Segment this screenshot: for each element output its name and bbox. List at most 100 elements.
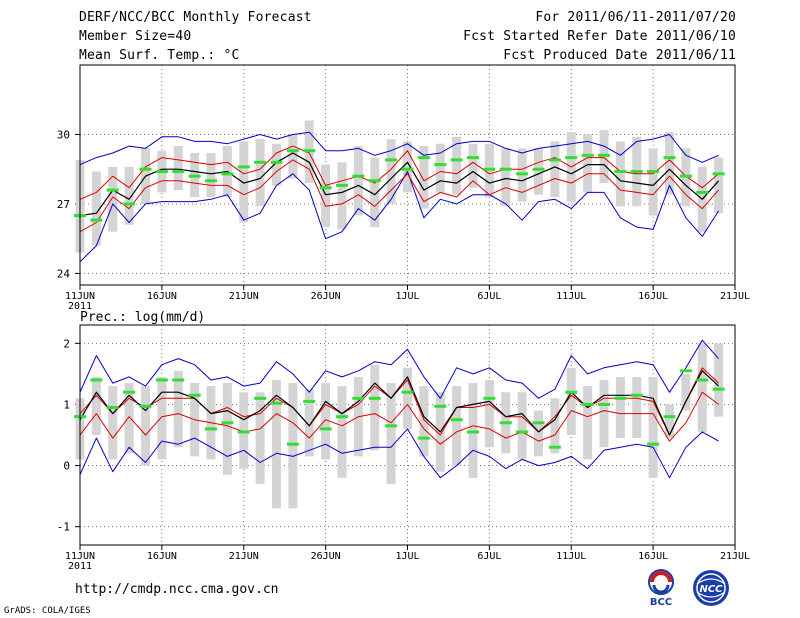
temp-box: [665, 132, 674, 195]
prec-box: [583, 386, 593, 460]
temp-extreme-min-line: [79, 171, 720, 263]
prec-xtick-label: 11JUL: [556, 551, 586, 562]
temp-xtick-label: 6JUL: [477, 291, 501, 302]
temp-xtick-label: 1JUL: [395, 291, 419, 302]
prec-ytick-label: 2: [63, 337, 70, 350]
temp-xtick-label: 16JUL: [638, 291, 668, 302]
temp-box: [648, 148, 658, 216]
temp-xtick-label: 21JUL: [720, 291, 750, 302]
temp-xtick-label: 21JUN: [229, 291, 259, 302]
temp-box: [452, 136, 462, 195]
prec-box: [681, 373, 691, 411]
temp-frame-top: [79, 64, 736, 286]
bcc-logo-icon: BCC: [648, 569, 674, 608]
prec-box: [534, 410, 543, 457]
temp-box: [534, 148, 543, 195]
temp-sd-lower-line: [79, 159, 719, 233]
temp-box: [714, 157, 724, 214]
temp-box: [337, 162, 347, 230]
temp-box: [206, 153, 216, 197]
prec-box: [697, 343, 707, 432]
prec-ytick-label: 0: [63, 460, 70, 473]
prec-mean-line: [79, 370, 720, 436]
temp-xtick-label: 11JUL: [556, 291, 586, 302]
prec-box: [550, 398, 560, 454]
prec-box: [632, 376, 642, 439]
temp-xtick-label: 11JUN: [65, 291, 95, 302]
temp-extreme-max-line: [79, 131, 719, 166]
temp-ytick-label: 30: [57, 128, 70, 141]
temp-box: [173, 146, 183, 191]
prec-box: [173, 370, 183, 448]
temp-box: [403, 141, 412, 193]
temp-panel: 11JUN 16JUN 21JUN 26JUN 1JUL 6JUL 11JUL 16JUL 21…: [57, 64, 750, 312]
temp-xtick-label: 26JUN: [311, 291, 341, 302]
temp-mean-line: [79, 152, 720, 217]
ncc-logo-text: NCC: [699, 584, 723, 595]
temp-box: [386, 139, 396, 204]
prec-box: [714, 343, 724, 417]
prec-box: [665, 404, 674, 439]
prec-sd-lower-line: [79, 391, 719, 445]
prec-box: [321, 383, 331, 460]
prec-box: [124, 383, 134, 454]
ncc-logo-icon: NCC: [693, 570, 729, 606]
prec-box: [337, 386, 347, 478]
prec-box: [288, 383, 298, 509]
temp-box: [419, 146, 429, 209]
footer-url[interactable]: http://cmdp.ncc.cma.gov.cn: [75, 582, 279, 597]
temp-box: [239, 141, 249, 223]
prec-extreme-max-line: [79, 339, 719, 399]
prec-xtick-label: 21JUL: [720, 551, 750, 562]
temp-box: [583, 134, 593, 193]
temp-box: [370, 157, 380, 228]
chart-title: DERF/NCC/BCC Monthly Forecast: [79, 10, 312, 25]
prec-box: [304, 389, 314, 457]
prec-year-label: 2011: [68, 561, 92, 572]
prec-box: [452, 386, 462, 466]
temp-box: [255, 139, 265, 207]
forecast-period: For 2011/06/11-2011/07/20: [535, 10, 736, 25]
member-size: Member Size=40: [79, 29, 192, 44]
prec-box: [386, 383, 396, 484]
prec-extreme-min-line: [79, 428, 719, 479]
temp-box: [288, 134, 298, 179]
prec-xtick-label: 21JUN: [229, 551, 259, 562]
grads-credit: GrADS: COLA/IGES: [4, 606, 91, 616]
prec-box: [419, 386, 429, 457]
temp-box: [501, 148, 511, 207]
prec-box: [91, 376, 101, 435]
prec-box: [648, 376, 658, 478]
prec-ytick-label: 1: [63, 398, 70, 411]
temp-box: [550, 141, 560, 197]
prec-box: [157, 376, 167, 460]
prec-box: [599, 380, 609, 448]
temp-year-label: 2011: [68, 301, 92, 312]
prec-xtick-label: 1JUL: [395, 551, 419, 562]
prec-box: [141, 386, 150, 466]
prec-xtick-label: 26JUN: [311, 551, 341, 562]
produced-date: Fcst Produced Date 2011/06/11: [503, 48, 736, 63]
prec-box: [566, 367, 576, 435]
refer-date: Fcst Started Refer Date 2011/06/10: [463, 29, 736, 44]
prec-box: [255, 392, 265, 484]
prec-box: [222, 383, 232, 475]
temp-box: [435, 143, 445, 193]
temp-sd-upper-line: [79, 145, 719, 200]
prec-box: [370, 364, 380, 451]
temp-box: [272, 143, 281, 186]
temp-box: [91, 171, 101, 246]
prec-xtick-label: 6JUL: [477, 551, 501, 562]
prec-box: [239, 392, 249, 469]
temp-box: [124, 166, 134, 225]
prec-box: [615, 376, 625, 439]
variable-label-temp: Mean Surf. Temp.: °C: [79, 48, 240, 63]
prec-xtick-label: 16JUN: [147, 551, 177, 562]
temp-xtick-label: 16JUN: [147, 291, 177, 302]
temp-box: [615, 141, 625, 207]
prec-box: [403, 367, 412, 429]
temp-box: [468, 143, 478, 188]
temp-box: [321, 164, 331, 228]
prec-sd-upper-line: [79, 367, 719, 436]
